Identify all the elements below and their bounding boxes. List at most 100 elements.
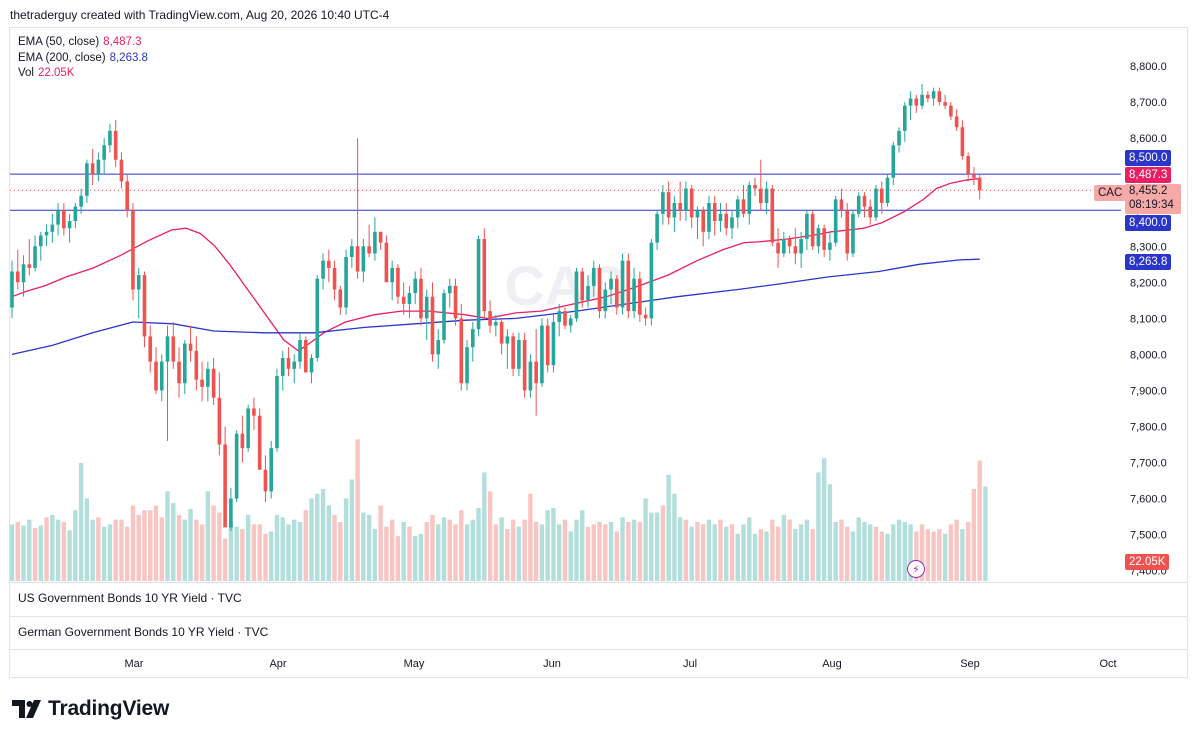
candle[interactable] <box>338 285 343 315</box>
candle[interactable] <box>373 217 377 261</box>
candle[interactable] <box>609 271 613 304</box>
pane-divider-2[interactable] <box>10 616 1187 617</box>
candle[interactable] <box>730 210 734 240</box>
candle[interactable] <box>949 102 953 121</box>
candle[interactable] <box>839 188 844 218</box>
candle[interactable] <box>211 358 216 405</box>
candle[interactable] <box>62 202 66 236</box>
candle[interactable] <box>782 231 786 258</box>
candle[interactable] <box>188 325 193 362</box>
candle[interactable] <box>615 275 619 315</box>
candle[interactable] <box>459 303 464 391</box>
candle[interactable] <box>931 87 936 106</box>
candle[interactable] <box>879 181 884 214</box>
candle[interactable] <box>136 267 141 319</box>
candle[interactable] <box>355 138 360 279</box>
candle[interactable] <box>263 455 268 503</box>
candle[interactable] <box>591 260 596 297</box>
candle[interactable] <box>90 148 95 185</box>
candle[interactable] <box>816 224 821 254</box>
candle[interactable] <box>269 440 273 499</box>
candle[interactable] <box>108 123 112 153</box>
candle[interactable] <box>972 166 976 185</box>
candle[interactable] <box>471 321 475 362</box>
candle[interactable] <box>476 235 481 337</box>
candle[interactable] <box>131 202 135 301</box>
us10y-pane-label[interactable]: US Government Bonds 10 YR Yield · TVC <box>18 591 242 605</box>
candle[interactable] <box>327 249 331 283</box>
candle[interactable] <box>551 314 556 373</box>
candle[interactable] <box>154 347 158 395</box>
candle[interactable] <box>430 282 435 362</box>
candle[interactable] <box>384 235 389 283</box>
candle[interactable] <box>148 325 153 373</box>
candle[interactable] <box>367 224 371 258</box>
candle[interactable] <box>217 372 222 456</box>
candle[interactable] <box>574 267 579 322</box>
candle[interactable] <box>350 239 354 268</box>
candle[interactable] <box>943 94 947 110</box>
candle[interactable] <box>799 231 803 268</box>
candle[interactable] <box>142 271 147 348</box>
candle[interactable] <box>954 109 959 131</box>
candle[interactable] <box>39 231 43 261</box>
candle[interactable] <box>252 397 256 431</box>
candle[interactable] <box>396 264 400 304</box>
legend-ema200[interactable]: EMA (200, close) 8,263.8 <box>18 51 148 67</box>
candle[interactable] <box>557 303 561 337</box>
candle[interactable] <box>586 275 590 308</box>
candle[interactable] <box>522 332 527 398</box>
candle[interactable] <box>21 255 26 297</box>
candle[interactable] <box>309 354 314 384</box>
candle[interactable] <box>534 329 538 416</box>
candle[interactable] <box>908 91 913 121</box>
candle[interactable] <box>223 426 227 528</box>
ema200-line[interactable] <box>11 258 980 356</box>
candle[interactable] <box>787 235 792 254</box>
candle[interactable] <box>862 192 867 218</box>
candle[interactable] <box>540 318 544 387</box>
candle[interactable] <box>903 102 907 142</box>
candle[interactable] <box>649 239 654 326</box>
candle[interactable] <box>914 94 919 113</box>
candle[interactable] <box>465 339 469 391</box>
lightning-icon[interactable]: ⚡ <box>907 560 925 578</box>
candle[interactable] <box>96 152 101 182</box>
candle[interactable] <box>102 138 106 175</box>
candle[interactable] <box>194 336 199 391</box>
candle[interactable] <box>286 347 291 377</box>
candle[interactable] <box>643 307 648 326</box>
candle[interactable] <box>517 332 521 377</box>
candle[interactable] <box>505 329 510 369</box>
candle[interactable] <box>638 271 642 322</box>
candle[interactable] <box>977 174 982 200</box>
candle[interactable] <box>568 314 573 333</box>
candle[interactable] <box>15 249 20 290</box>
candle[interactable] <box>960 120 965 160</box>
candle[interactable] <box>753 177 757 196</box>
candle[interactable] <box>805 210 809 250</box>
candle[interactable] <box>292 354 297 384</box>
candle[interactable] <box>33 235 37 272</box>
candle[interactable] <box>183 339 187 395</box>
candle[interactable] <box>684 181 688 222</box>
candle[interactable] <box>759 159 763 211</box>
candle[interactable] <box>626 253 631 319</box>
candle[interactable] <box>666 181 671 225</box>
candle[interactable] <box>240 415 245 463</box>
candle[interactable] <box>845 202 849 261</box>
candle[interactable] <box>937 87 942 106</box>
candle[interactable] <box>920 84 924 110</box>
candle[interactable] <box>597 264 602 319</box>
candle[interactable] <box>44 224 49 247</box>
candle[interactable] <box>413 271 417 304</box>
candle[interactable] <box>315 275 320 362</box>
candle[interactable] <box>672 195 677 232</box>
candle[interactable] <box>885 174 890 207</box>
candle[interactable] <box>447 278 452 308</box>
candle[interactable] <box>298 332 302 369</box>
legend-volume[interactable]: Vol 22.05K <box>18 66 148 82</box>
candle[interactable] <box>488 300 492 333</box>
candle[interactable] <box>424 289 429 340</box>
